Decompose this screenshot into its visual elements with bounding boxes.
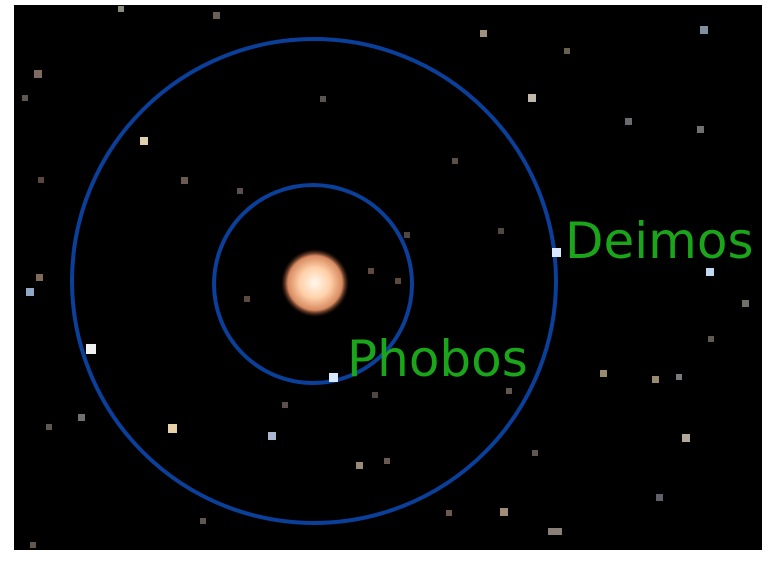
star: [118, 6, 124, 12]
star: [697, 126, 704, 133]
star: [682, 434, 690, 442]
star: [652, 376, 659, 383]
star: [384, 458, 390, 464]
outer-moon-label: Deimos: [565, 212, 754, 270]
star: [500, 508, 508, 516]
star: [564, 48, 570, 54]
star: [38, 177, 44, 183]
star: [36, 274, 43, 281]
star: [168, 424, 177, 433]
star: [528, 94, 536, 102]
star: [244, 296, 250, 302]
page: Deimos Phobos (() => { const data = JSON…: [0, 0, 773, 563]
star: [140, 137, 148, 145]
star: [506, 388, 512, 394]
star: [742, 300, 749, 307]
star: [480, 30, 487, 37]
sky-view: Deimos Phobos: [0, 0, 773, 563]
star: [395, 278, 401, 284]
star: [268, 432, 276, 440]
star: [356, 462, 363, 469]
star: [181, 177, 188, 184]
star: [34, 70, 42, 78]
star: [532, 450, 538, 456]
star: [78, 414, 85, 421]
star: [368, 268, 374, 274]
star: [320, 96, 326, 102]
star: [26, 288, 34, 296]
star: [86, 344, 96, 354]
star: [404, 232, 410, 238]
inner-moon-label: Phobos: [347, 330, 528, 388]
star: [498, 228, 504, 234]
star: [700, 26, 708, 34]
star: [372, 392, 378, 398]
inner-moon: [329, 373, 338, 382]
star: [708, 336, 714, 342]
star: [600, 370, 607, 377]
star: [213, 12, 220, 19]
star: [548, 528, 562, 535]
star: [452, 158, 458, 164]
star: [282, 402, 288, 408]
star: [446, 510, 452, 516]
star: [676, 374, 682, 380]
star: [200, 518, 206, 524]
star: [30, 542, 36, 548]
outer-moon: [552, 248, 561, 257]
star: [625, 118, 632, 125]
star: [656, 494, 663, 501]
planet: [281, 249, 349, 317]
star: [46, 424, 52, 430]
star: [22, 95, 28, 101]
sky-background: [14, 5, 762, 550]
star: [237, 188, 243, 194]
